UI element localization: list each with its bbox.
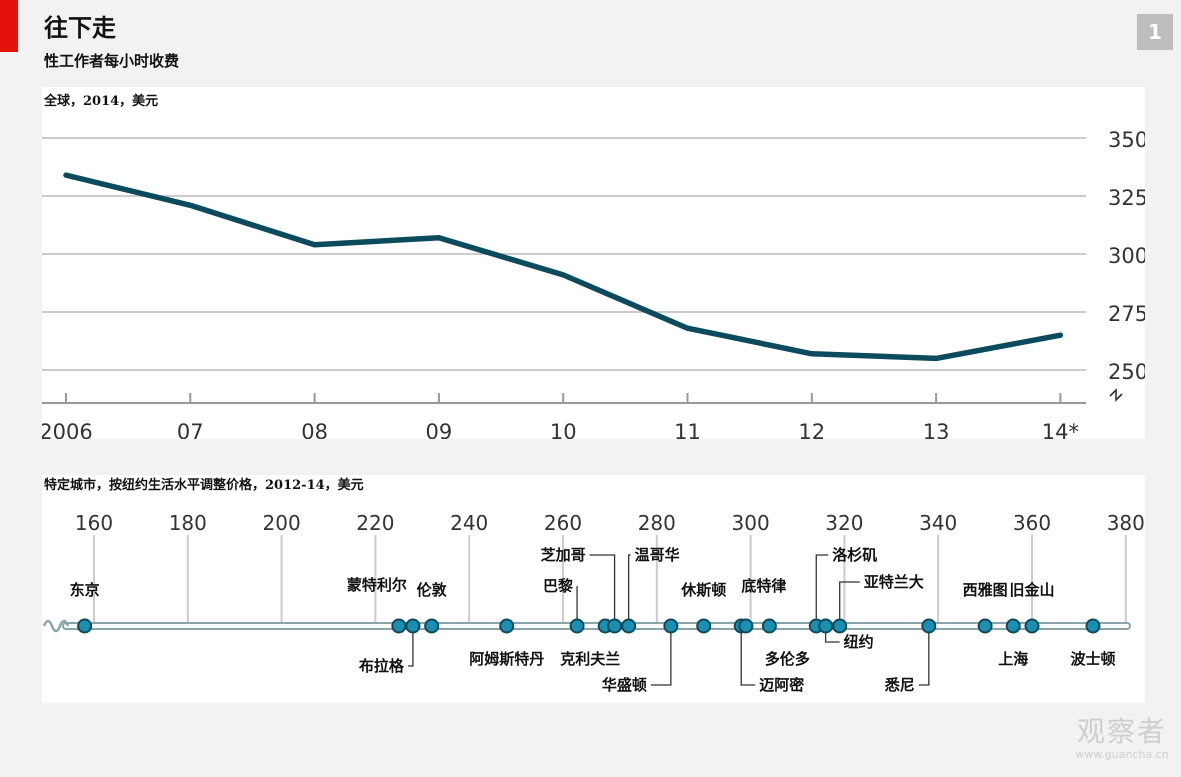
- x-tick-label-12: 12: [798, 420, 825, 439]
- point-label-旧金山: 旧金山: [1009, 581, 1054, 599]
- data-point-蒙特利尔: [391, 618, 407, 634]
- point-label-温哥华: 温哥华: [635, 546, 680, 564]
- data-point-巴黎: [569, 618, 585, 634]
- watermark-text: 观察者: [1076, 715, 1167, 748]
- x-tick-label-13: 13: [923, 420, 950, 439]
- series-line: [63, 172, 1064, 362]
- watermark-logo: 观察者 www.guancha.cn: [1072, 716, 1172, 768]
- data-point-布拉格: [405, 618, 421, 634]
- x-tick-label-14*: 14*: [1042, 420, 1079, 439]
- dot-chart-label: 特定城市，按纽约生活水平调整价格，2012-14，美元: [44, 478, 364, 493]
- line-chart-label: 全球，2014，美元: [44, 94, 159, 109]
- point-label-上海: 上海: [998, 650, 1028, 668]
- leader-line: [589, 554, 616, 626]
- axis-break-squiggle-icon: [42, 619, 70, 633]
- data-point-旧金山: [1024, 618, 1040, 634]
- data-point-底特律: [738, 618, 754, 634]
- data-point-休斯顿: [696, 618, 712, 634]
- chart-title: 往下走: [44, 13, 116, 42]
- page-number-badge: 1: [1137, 14, 1173, 50]
- point-label-迈阿密: 迈阿密: [759, 676, 804, 694]
- point-label-纽约: 纽约: [844, 633, 874, 651]
- data-point-阿姆斯特丹: [499, 618, 515, 634]
- x-tick-label-07: 07: [177, 420, 204, 439]
- data-point-伦敦: [424, 618, 440, 634]
- dot-chart: 160 180 200 220 240 260 280 300 320 340 360 380 东京 蒙特…: [42, 511, 1145, 694]
- x-tick-label-180: 180: [169, 511, 207, 535]
- leader-line: [839, 581, 860, 626]
- point-label-洛杉矶: 洛杉矶: [832, 546, 877, 564]
- watermark-url: www.guancha.cn: [1075, 748, 1169, 761]
- data-point-纽约: [818, 618, 834, 634]
- x-tick-label-340: 340: [919, 511, 957, 535]
- leader-line: [650, 626, 672, 686]
- x-tick-label-2006: 2006: [42, 420, 93, 439]
- y-tick-label-350: 350: [1108, 128, 1145, 152]
- point-label-亚特兰大: 亚特兰大: [864, 573, 924, 591]
- data-point-东京: [77, 618, 93, 634]
- line-chart-panel: 250 275 300 325 350 2006 07 08 09 10 11 12 13 14*: [39, 87, 1148, 444]
- point-label-巴黎: 巴黎: [543, 577, 573, 595]
- x-tick-label-200: 200: [263, 511, 301, 535]
- point-label-悉尼: 悉尼: [884, 676, 915, 694]
- x-tick-label-11: 11: [674, 420, 701, 439]
- chart-subtitle: 性工作者每小时收费: [44, 52, 180, 70]
- leader-line: [740, 626, 756, 686]
- x-tick-label-360: 360: [1013, 511, 1051, 535]
- point-label-阿姆斯特丹: 阿姆斯特丹: [469, 650, 544, 668]
- leader-line: [815, 554, 829, 626]
- data-point-西雅图: [977, 618, 993, 634]
- data-point-亚特兰大: [832, 618, 848, 634]
- leader-line: [407, 626, 414, 667]
- point-label-华盛顿: 华盛顿: [602, 676, 647, 694]
- point-label-蒙特利尔: 蒙特利尔: [347, 576, 407, 594]
- x-tick-label-09: 09: [426, 420, 453, 439]
- x-tick-label-160: 160: [75, 511, 113, 535]
- y-tick-label-275: 275: [1108, 302, 1145, 326]
- y-tick-label-250: 250: [1108, 360, 1145, 384]
- data-point-温哥华: [621, 618, 637, 634]
- point-label-休斯顿: 休斯顿: [680, 581, 726, 599]
- point-label-东京: 东京: [70, 581, 100, 599]
- data-point-波士顿: [1085, 618, 1101, 634]
- point-label-芝加哥: 芝加哥: [541, 546, 586, 564]
- point-label-多伦多: 多伦多: [765, 650, 810, 668]
- brand-red-bar: [0, 0, 18, 52]
- y-tick-label-300: 300: [1108, 244, 1145, 268]
- point-label-克利夫兰: 克利夫兰: [560, 650, 620, 668]
- line-chart: 250 275 300 325 350 2006 07 08 09 10 11 12 13 14*: [39, 128, 1148, 444]
- data-point-上海: [1005, 618, 1021, 634]
- dot-chart-panel: 160 180 200 220 240 260 280 300 320 340 360 380 东京 蒙特…: [42, 475, 1145, 703]
- x-tick-label-260: 260: [544, 511, 582, 535]
- leader-line: [628, 554, 631, 626]
- y-tick-label-325: 325: [1108, 186, 1145, 210]
- data-point-芝加哥: [607, 618, 623, 634]
- leader-line: [918, 626, 930, 686]
- x-tick-label-240: 240: [450, 511, 488, 535]
- x-tick-label-300: 300: [732, 511, 770, 535]
- axis-break-icon: [1109, 388, 1123, 402]
- x-tick-label-10: 10: [550, 420, 577, 439]
- data-point-多伦多: [761, 618, 777, 634]
- point-label-波士顿: 波士顿: [1070, 650, 1115, 668]
- point-label-布拉格: 布拉格: [359, 657, 405, 675]
- x-tick-label-08: 08: [301, 420, 328, 439]
- point-label-底特律: 底特律: [741, 577, 786, 595]
- x-tick-label-280: 280: [638, 511, 676, 535]
- data-point-华盛顿: [663, 618, 679, 634]
- point-label-西雅图: 西雅图: [963, 581, 1008, 599]
- x-tick-label-380: 380: [1107, 511, 1145, 535]
- x-tick-label-320: 320: [825, 511, 863, 535]
- data-point-悉尼: [921, 618, 937, 634]
- x-tick-label-220: 220: [356, 511, 394, 535]
- point-label-伦敦: 伦敦: [417, 581, 448, 599]
